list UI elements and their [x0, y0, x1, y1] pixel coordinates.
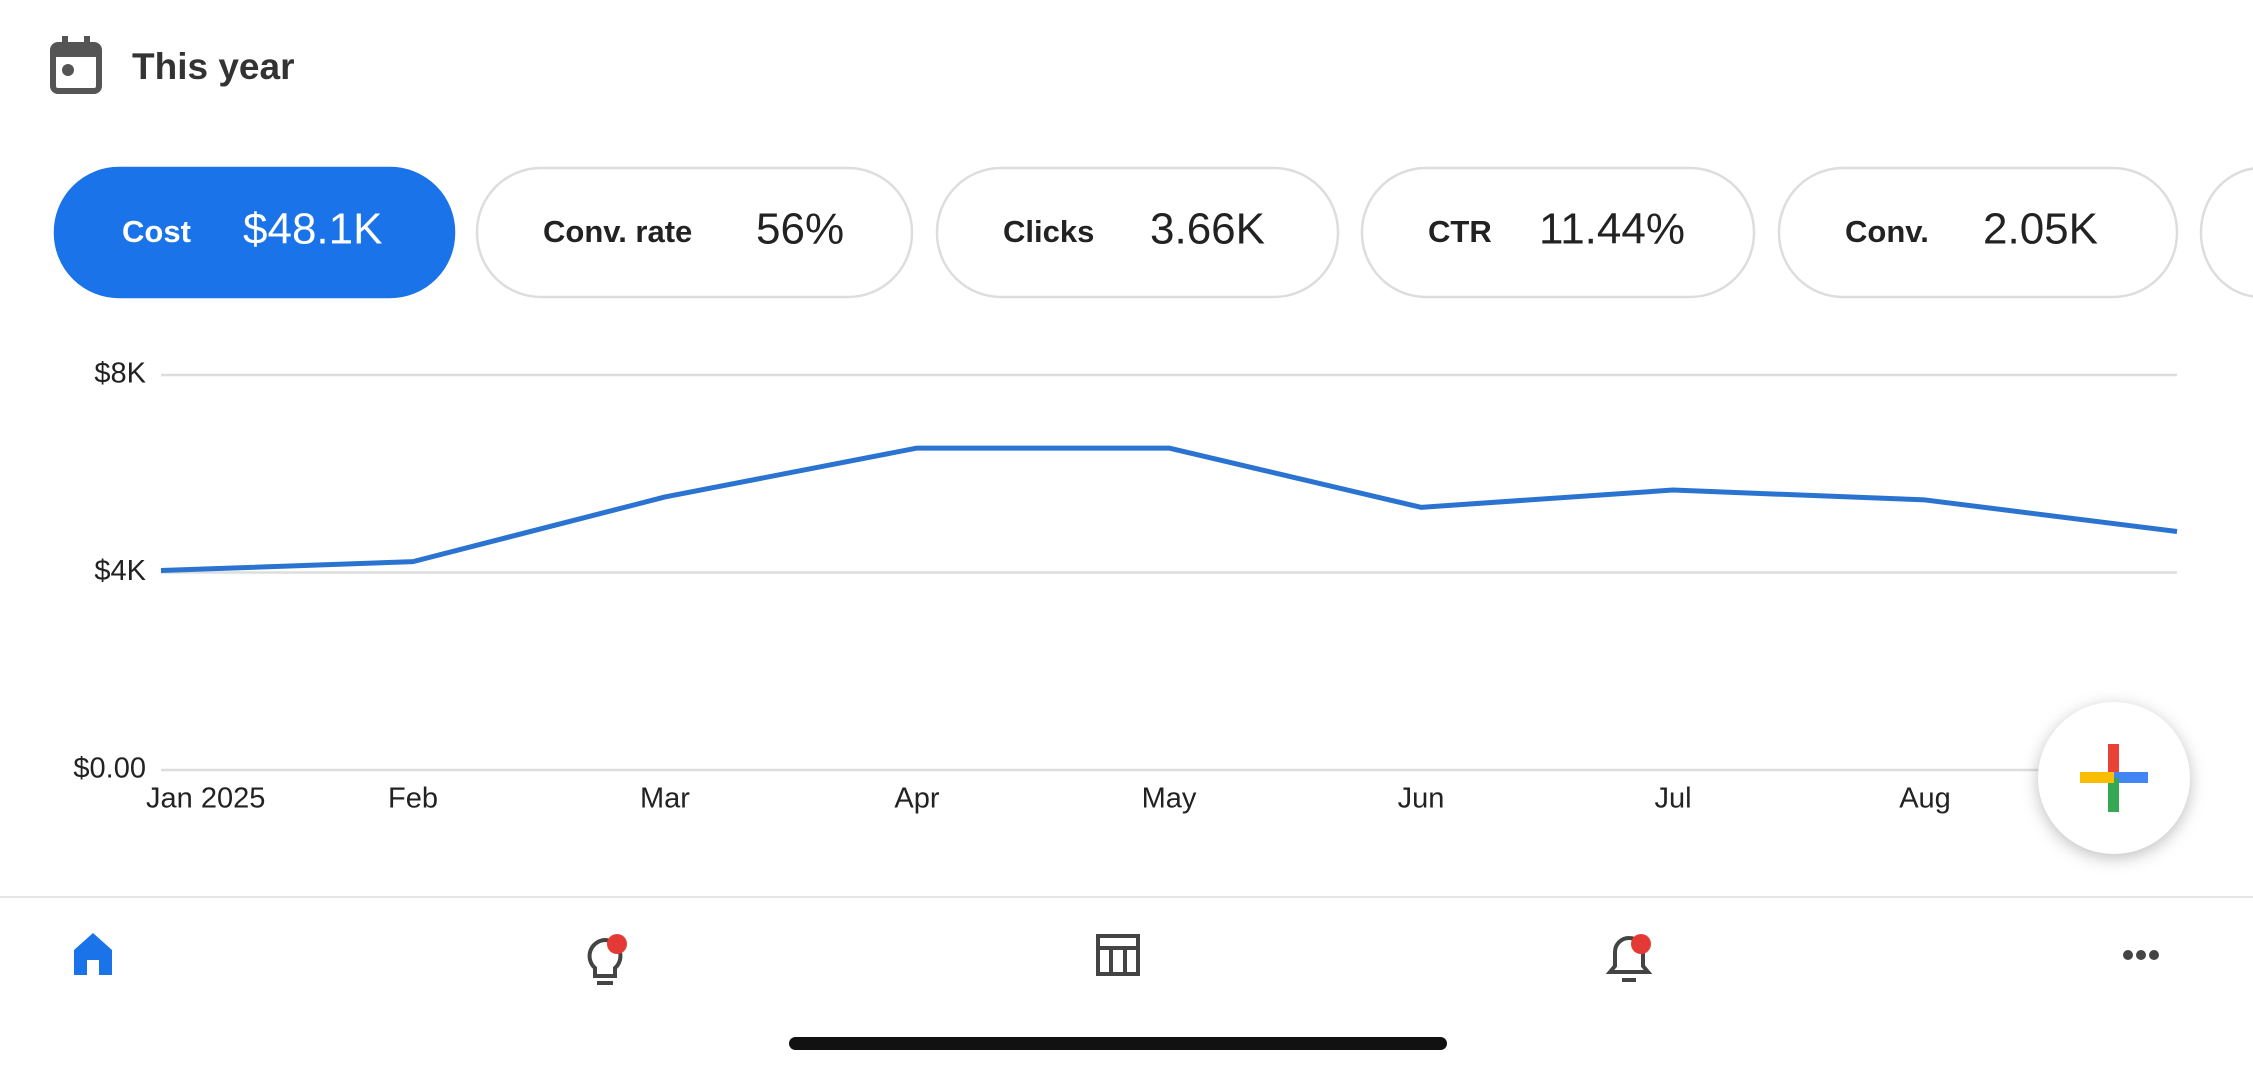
nav-campaigns[interactable]	[1096, 934, 1140, 976]
y-tick-label: $8K	[94, 358, 146, 390]
metric-value: 56%	[756, 205, 844, 254]
nav-more[interactable]	[2123, 950, 2159, 960]
metric-label: Conv.	[1845, 214, 1929, 249]
calendar-icon	[50, 36, 102, 94]
metric-value: $48.1K	[243, 205, 382, 254]
x-tick-label: Jun	[1398, 783, 1445, 815]
x-tick-label: Mar	[640, 783, 690, 815]
metric-label: CTR	[1428, 214, 1492, 249]
metric-pill[interactable]	[53, 166, 456, 299]
metric-label: Clicks	[1003, 214, 1094, 249]
x-tick-label: Feb	[388, 783, 438, 815]
metric-label: Cost	[122, 214, 191, 249]
y-tick-label: $4K	[94, 555, 146, 587]
metric-value: 2.05K	[1983, 205, 2098, 254]
x-tick-label: Apr	[894, 783, 939, 815]
x-tick-label: Jan 2025	[146, 783, 265, 815]
nav-notifications[interactable]	[1605, 934, 1653, 982]
home-indicator	[789, 1037, 1447, 1050]
add-button[interactable]	[2038, 702, 2190, 854]
metric-value: 11.44%	[1539, 205, 1685, 254]
x-tick-label: May	[1142, 783, 1197, 815]
metric-value: 3.66K	[1150, 205, 1265, 254]
header-title: This year	[132, 46, 294, 87]
y-tick-label: $0.00	[73, 753, 146, 785]
series-line	[160, 445, 2178, 574]
x-tick-label: Jul	[1654, 783, 1691, 815]
metric-label: Conv. rate	[543, 214, 692, 249]
metric-pill[interactable]	[1360, 166, 1756, 299]
nav-recommendations[interactable]	[587, 934, 627, 985]
metric-pill[interactable]	[475, 166, 914, 299]
metric-pill-partial[interactable]	[2199, 167, 2253, 298]
metric-pill[interactable]	[1777, 166, 2179, 299]
metric-pill[interactable]	[935, 166, 1340, 299]
x-tick-label: Aug	[1899, 783, 1951, 815]
nav-home[interactable]	[74, 933, 112, 975]
